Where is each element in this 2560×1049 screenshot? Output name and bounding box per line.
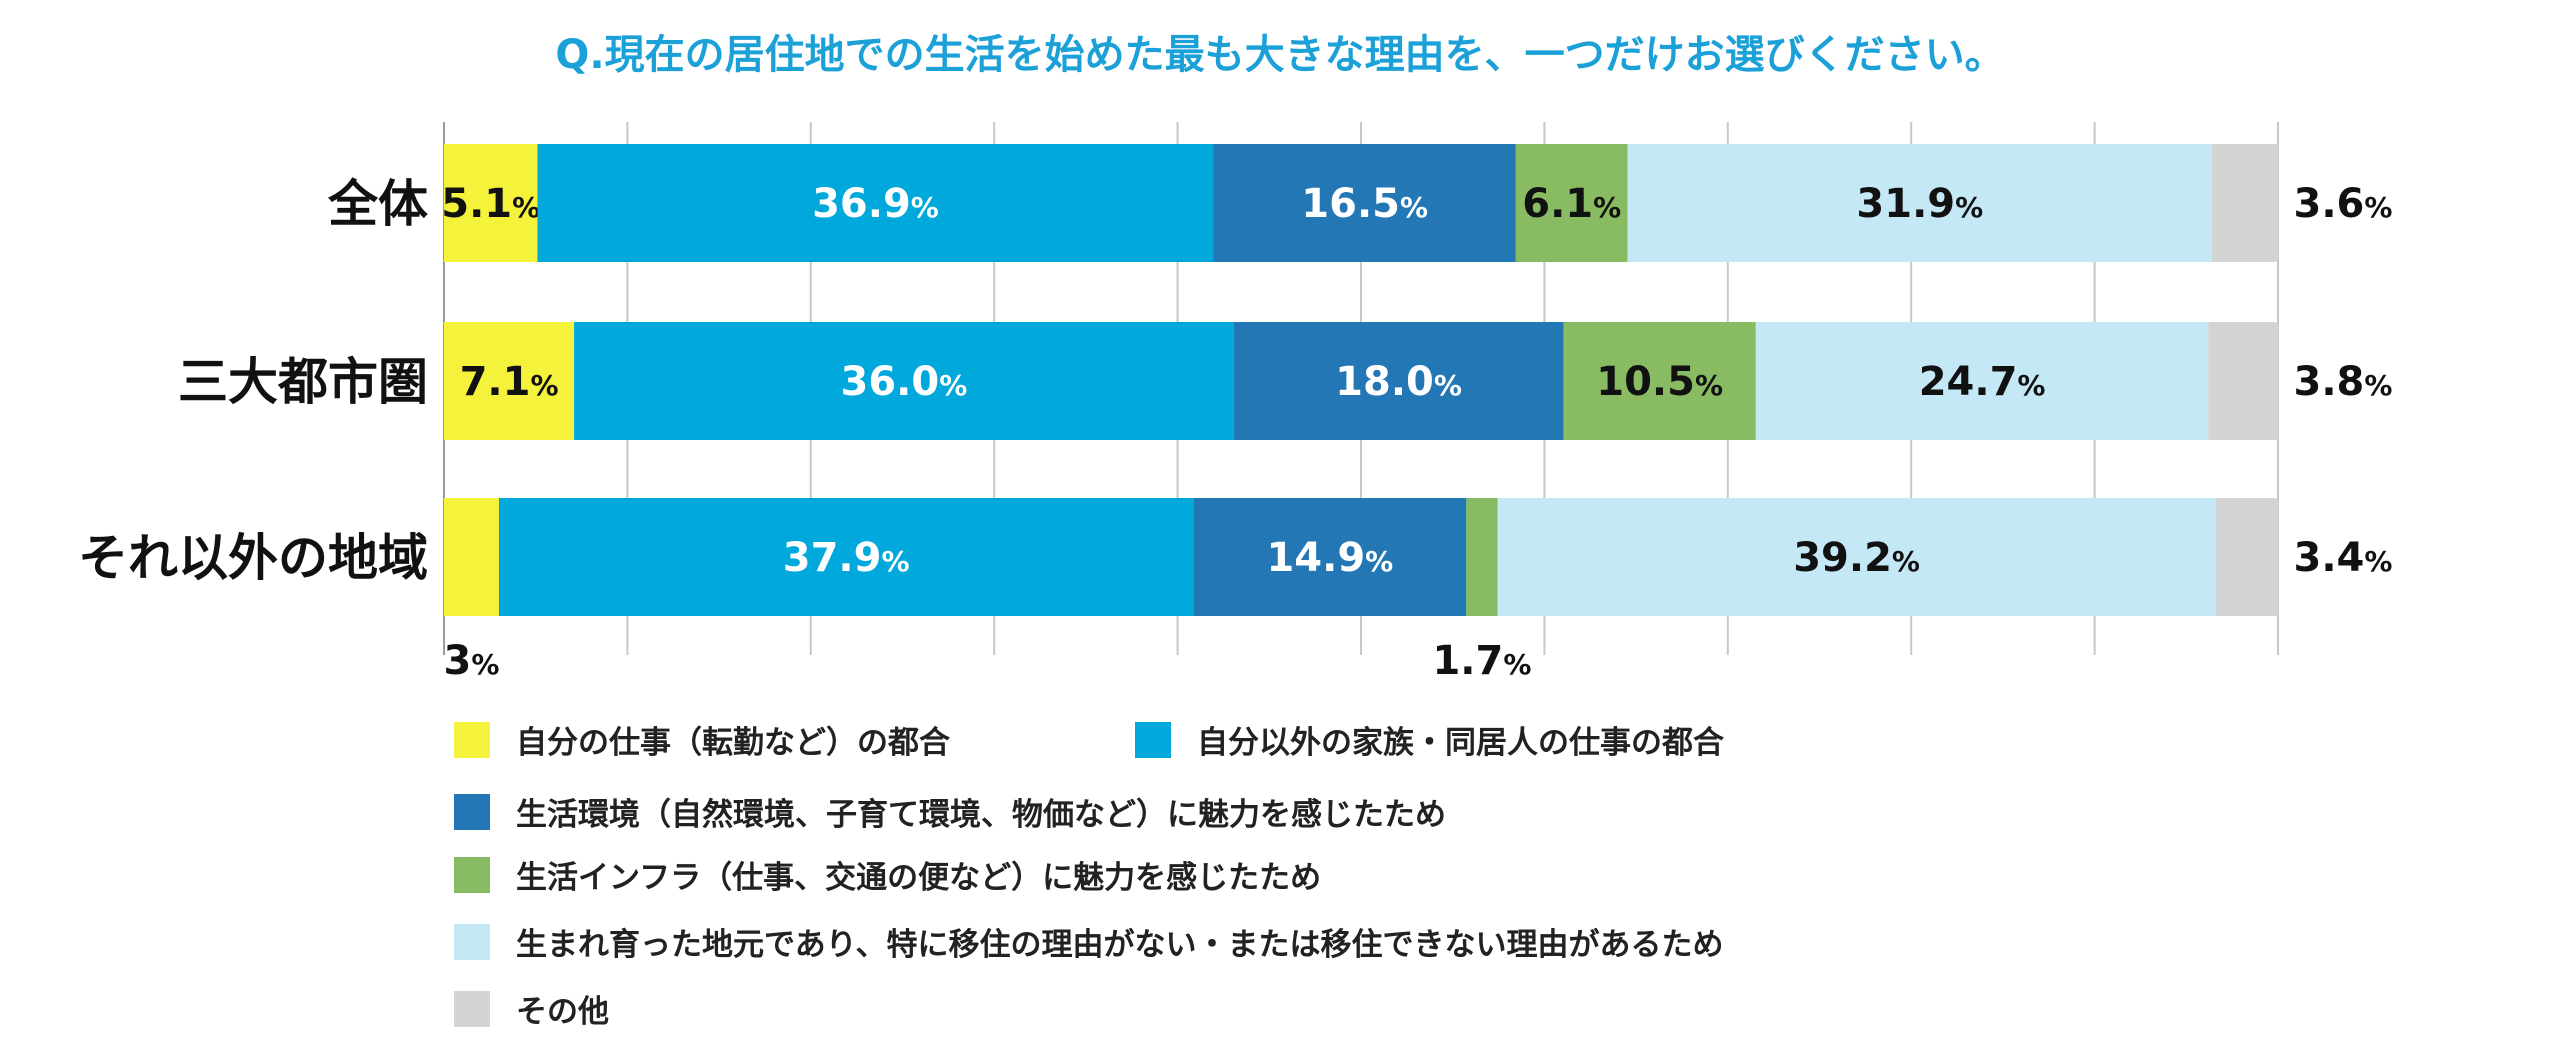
bar-segment: [1466, 498, 1498, 616]
legend-swatch: [1135, 721, 1171, 758]
legend-label: 生活環境（自然環境、子育て環境、物価など）に魅力を感じたため: [516, 797, 1446, 833]
bar-segment: [537, 144, 1214, 262]
bar-segment: [498, 498, 1194, 616]
legend-swatch: [454, 923, 490, 960]
bar-segment: [2208, 322, 2278, 440]
category-label: 三大都市圏: [178, 353, 428, 411]
bar-segment: [444, 322, 575, 440]
legend-swatch: [454, 856, 490, 893]
legend-label: 自分以外の家族・同居人の仕事の都合: [1197, 725, 1724, 761]
legend-swatch: [454, 990, 490, 1027]
data-label: 3.4%: [2294, 535, 2393, 581]
bar-segment: [2212, 144, 2278, 262]
legend-item: その他: [454, 986, 609, 1031]
bar-segment: [444, 498, 499, 616]
bar-segment: [1497, 498, 2216, 616]
bar-segment: [1563, 322, 1756, 440]
data-label: 3.8%: [2294, 359, 2393, 405]
data-label: 36.9%: [812, 181, 939, 227]
category-label: それ以外の地域: [78, 529, 428, 587]
legend-label: その他: [516, 994, 609, 1030]
bar-segment: [1627, 144, 2213, 262]
legend-item: 生活環境（自然環境、子育て環境、物価など）に魅力を感じたため: [454, 789, 1446, 834]
bar-segment: [1213, 144, 1516, 262]
legend-swatch: [454, 793, 490, 830]
legend-label: 生活インフラ（仕事、交通の便など）に魅力を感じたため: [516, 860, 1322, 896]
chart-title: Q.現在の居住地での生活を始めた最も大きな理由を、一つだけお選びください。: [555, 32, 2005, 78]
legend-item: 自分以外の家族・同居人の仕事の都合: [1135, 717, 1724, 762]
data-label: 5.1%: [441, 181, 540, 227]
legend-label: 自分の仕事（転勤など）の都合: [516, 725, 950, 761]
legend-item: 自分の仕事（転勤など）の都合: [454, 717, 950, 762]
legend-item: 生活インフラ（仕事、交通の便など）に魅力を感じたため: [454, 852, 1321, 897]
data-label: 1.7%: [1432, 638, 1531, 684]
stacked-bar-chart: 全体 5.1% 36.9% 16.5% 6.1% 31.9% 3.6%三大都市圏 7.1% 36…: [78, 122, 2393, 684]
legend-item: 生まれ育った地元であり、特に移住の理由がない・または移住できない理由があるため: [454, 919, 1723, 964]
data-label: 31.9%: [1856, 181, 1983, 227]
bar-segment: [1755, 322, 2209, 440]
category-label: 全体: [327, 175, 428, 233]
bar-segment: [444, 144, 538, 262]
data-label: 39.2%: [1793, 535, 1920, 581]
bar-segment: [574, 322, 1234, 440]
bar-segment: [1515, 144, 1628, 262]
bar-segment: [1193, 498, 1467, 616]
bar-segment: [1233, 322, 1564, 440]
data-label: 3%: [444, 638, 500, 684]
legend-label: 生まれ育った地元であり、特に移住の理由がない・または移住できない理由があるため: [516, 927, 1724, 963]
bar-segment: [2215, 498, 2278, 616]
data-label: 3.6%: [2294, 181, 2393, 227]
legend-swatch: [454, 721, 490, 758]
